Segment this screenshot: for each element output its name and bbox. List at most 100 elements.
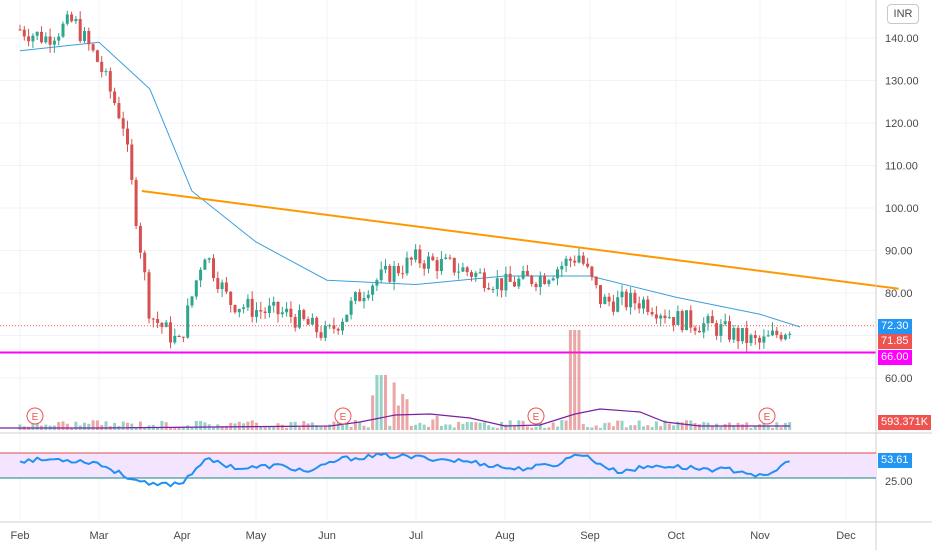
trendline <box>141 190 899 290</box>
volume-bar <box>629 425 633 430</box>
volume-bar <box>431 419 435 430</box>
volume-bar <box>35 421 39 430</box>
candle-body <box>65 14 69 24</box>
time-axis-label: Jul <box>409 530 423 542</box>
candle-body <box>414 249 418 260</box>
earnings-marker[interactable] <box>26 407 44 425</box>
candle-body <box>482 272 486 288</box>
volume-bar <box>642 426 645 430</box>
candle-body <box>590 266 594 277</box>
volume-bar <box>663 420 667 430</box>
volume-bar <box>710 426 714 430</box>
volume-bar <box>224 425 228 430</box>
candle-body <box>280 312 284 315</box>
volume-bar <box>452 427 456 430</box>
volume-bar <box>375 375 379 430</box>
candle-body <box>470 272 473 277</box>
candle-body <box>100 61 104 73</box>
candle-body <box>255 310 258 317</box>
volume-bar <box>134 427 138 430</box>
volume-bar <box>199 420 203 430</box>
earnings-marker[interactable] <box>758 407 776 425</box>
volume-bar <box>156 427 160 430</box>
candle-body <box>728 321 731 340</box>
volume-bar <box>392 382 396 430</box>
candle-body <box>315 317 319 333</box>
volume-bar <box>169 427 172 430</box>
volume-bar <box>719 426 723 430</box>
candle-body <box>439 258 443 272</box>
earnings-marker[interactable] <box>334 407 352 425</box>
candle-body <box>250 298 254 317</box>
time-axis-label: Nov <box>750 530 770 542</box>
candle-body <box>788 333 792 335</box>
currency-button[interactable]: INR <box>887 4 919 24</box>
candle-body <box>104 71 108 73</box>
volume-bar <box>194 420 198 430</box>
candle-body <box>642 299 645 309</box>
volume-bar <box>414 424 418 430</box>
volume-bar <box>181 426 185 430</box>
candle-body <box>233 305 237 313</box>
volume-bar <box>70 427 74 430</box>
candle-body <box>138 225 142 253</box>
candle-body <box>224 282 228 292</box>
volume-bar <box>633 425 637 430</box>
volume-bar <box>250 420 254 430</box>
candle-body <box>147 272 151 319</box>
volume-bar <box>573 330 577 430</box>
candle-body <box>444 257 448 259</box>
volume-bar <box>130 423 134 430</box>
candle-body <box>392 266 396 282</box>
candle-body <box>452 257 456 273</box>
candle-body <box>710 316 714 324</box>
candle-body <box>27 36 31 42</box>
candle-body <box>362 297 366 302</box>
candle-body <box>319 332 323 338</box>
volume-bar <box>495 427 499 430</box>
volume-bar <box>177 426 181 430</box>
candle-body <box>650 311 654 315</box>
candle-body <box>431 256 435 261</box>
candle-body <box>164 322 168 328</box>
candle-body <box>18 29 22 31</box>
volume-bar <box>697 424 701 430</box>
volume-bar <box>349 426 353 430</box>
candle-body <box>594 276 598 286</box>
candle-body <box>40 31 43 43</box>
candle-body <box>203 259 207 270</box>
candle-body <box>113 91 117 104</box>
support-level-badge: 66.00 <box>878 349 912 365</box>
price-axis-tick: 110.00 <box>885 161 918 173</box>
candle-body <box>22 29 26 37</box>
price-axis-tick: 90.00 <box>885 246 913 258</box>
earnings-marker[interactable] <box>527 407 545 425</box>
volume-bar <box>237 421 241 430</box>
candle-body <box>530 275 534 284</box>
volume-bar <box>95 420 99 430</box>
volume-bar <box>762 420 766 430</box>
volume-bar <box>534 426 538 430</box>
candle-body <box>667 317 671 319</box>
candle-body <box>719 324 723 336</box>
candle-body <box>556 269 559 279</box>
candle-body <box>237 308 241 313</box>
volume-bar <box>581 424 585 430</box>
volume-bar <box>650 427 654 430</box>
volume-bar <box>358 421 362 430</box>
volume-bar <box>341 423 344 430</box>
volume-bar <box>478 422 482 430</box>
volume-bar <box>732 425 736 430</box>
volume-bar <box>715 423 719 430</box>
candle-body <box>306 319 310 325</box>
volume-bar <box>267 426 271 430</box>
volume-bar <box>138 421 142 430</box>
close-price-badge: 71.85 <box>878 333 912 349</box>
volume-bar <box>556 426 559 430</box>
candle-body <box>745 327 749 344</box>
candle-body <box>586 263 590 267</box>
time-axis-label: Apr <box>173 530 190 542</box>
volume-bar <box>44 424 48 430</box>
candle-body <box>207 258 211 260</box>
